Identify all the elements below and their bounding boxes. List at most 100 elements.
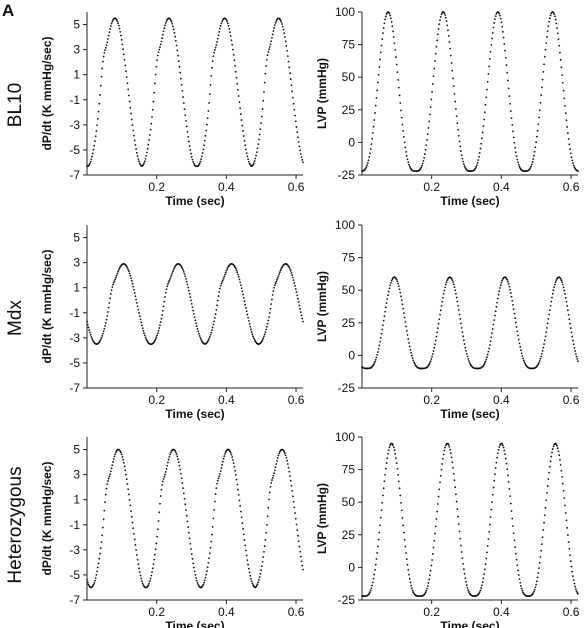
data-point [444,446,446,449]
data-point [369,591,371,594]
data-point [125,265,128,268]
data-point [296,529,299,532]
data-point [512,532,515,535]
data-point [92,148,95,151]
data-point [533,588,536,591]
data-point [223,275,226,278]
data-point [154,553,156,556]
data-point [195,577,197,579]
data-point [383,315,386,318]
data-point [265,58,268,61]
data-point [105,487,108,490]
data-point [236,271,239,274]
y-tick-label: -5 [69,356,80,370]
data-point [384,467,387,470]
data-point [108,302,111,304]
data-point [559,464,562,466]
data-point [247,160,250,163]
data-point [215,487,218,490]
data-point [226,268,229,270]
data-point [207,339,210,342]
data-point [96,117,99,120]
data-point [206,117,209,120]
data-point [264,72,267,75]
data-point [382,324,384,327]
data-point [300,314,303,317]
data-point [294,120,297,123]
data-point [214,493,217,495]
x-tick-label: 0.6 [563,180,580,194]
data-point [501,279,504,282]
data-point [169,276,172,278]
data-point [298,304,301,307]
data-point [264,538,267,541]
data-point [398,487,401,490]
data-point [434,525,437,528]
data-point [568,318,571,321]
data-point [547,25,550,28]
data-point [460,322,462,325]
data-point [227,25,230,27]
data-point [548,313,550,316]
data-point [290,271,293,274]
data-point [468,361,471,364]
data-point [455,115,458,118]
data-point [217,34,220,37]
data-point [178,464,181,467]
data-point [435,518,438,520]
data-point [156,332,159,335]
data-point [106,483,109,485]
data-point [216,479,219,482]
series-dots [86,448,304,589]
data-point [122,48,125,51]
data-point [288,266,291,269]
data-point [483,362,486,365]
data-point [96,570,99,573]
data-point [110,467,113,470]
data-point [115,274,118,277]
x-tick-label: 0.4 [218,393,235,407]
data-point [402,524,405,527]
data-point [397,285,400,288]
data-point [97,110,100,113]
data-point [373,362,376,365]
data-point [462,335,465,338]
data-point [160,317,163,320]
data-point [540,543,543,546]
data-point [475,166,478,168]
data-point [165,20,168,22]
data-point [291,274,294,276]
data-point [421,162,424,165]
data-point [88,331,91,334]
y-tick-label: 25 [342,103,356,117]
data-point [88,162,91,165]
data-point [465,352,468,355]
data-point [457,134,460,137]
data-point [506,71,509,74]
data-point [128,272,131,275]
data-point [546,35,548,38]
data-point [138,160,140,163]
data-point [109,470,112,473]
data-point [499,17,502,20]
data-point [395,63,398,66]
data-point [518,578,521,581]
y-tick-label: 1 [73,68,80,82]
data-point [151,567,154,570]
data-point [460,150,462,152]
data-point [408,577,411,580]
data-point [265,65,268,67]
x-tick-label: 0.4 [493,393,510,407]
data-point [466,586,469,589]
data-point [573,582,576,585]
data-point [536,576,539,579]
data-point [204,134,207,137]
data-point [224,453,226,455]
data-point [175,44,178,47]
data-point [575,590,578,592]
data-point [511,517,514,520]
data-point [204,576,207,579]
data-point [148,139,151,141]
data-point [146,147,149,150]
data-point [369,152,371,155]
